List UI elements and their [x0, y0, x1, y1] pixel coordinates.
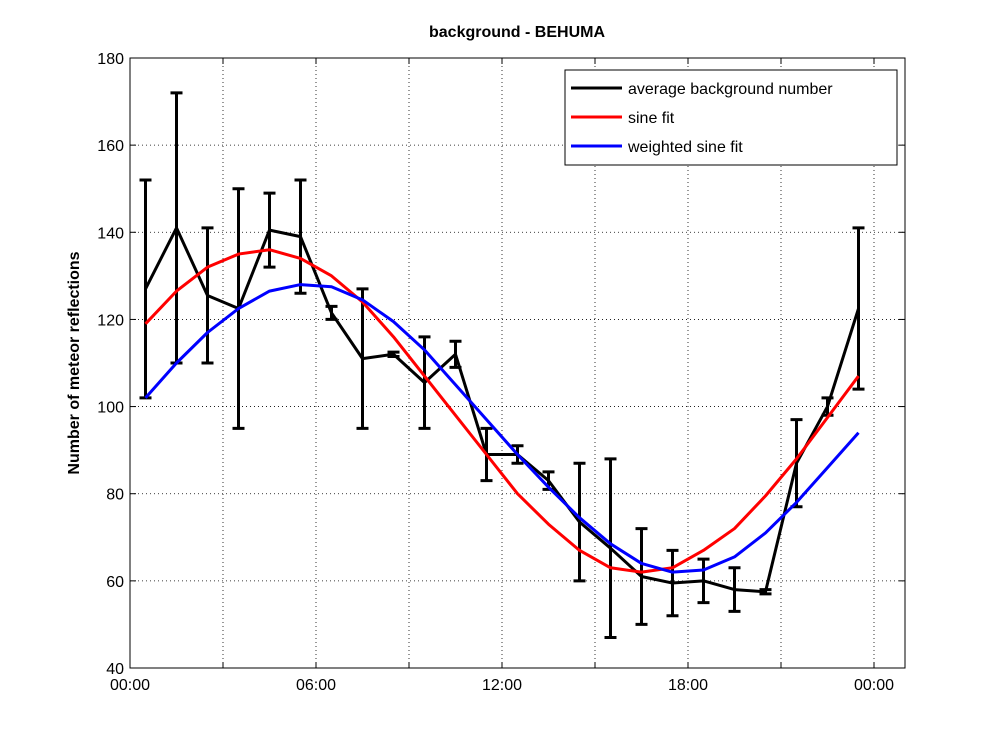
legend-label: average background number [628, 81, 833, 98]
x-tick-label: 12:00 [482, 677, 522, 694]
y-tick-label: 160 [97, 138, 124, 155]
error-bar [139, 178, 152, 400]
y-tick-label: 100 [97, 400, 124, 417]
x-tick-label: 00:00 [854, 677, 894, 694]
plot-frame [129, 57, 906, 669]
series-line [144, 248, 860, 574]
series-line [144, 283, 860, 574]
x-tick-label: 06:00 [296, 677, 336, 694]
x-tick-label: 18:00 [668, 677, 708, 694]
legend-label: sine fit [628, 110, 675, 127]
y-tick-label: 140 [97, 225, 124, 242]
y-tick-label: 120 [97, 312, 124, 329]
y-axis-label: Number of meteor reflections [66, 251, 83, 474]
y-tick-label: 80 [106, 487, 124, 504]
chart-title: background - BEHUMA [429, 24, 605, 41]
y-tick-label: 180 [97, 51, 124, 68]
legend-label: weighted sine fit [627, 139, 743, 156]
y-tick-label: 40 [106, 661, 124, 678]
y-tick-label: 60 [106, 574, 124, 591]
series-line [144, 226, 860, 594]
x-tick-label: 00:00 [110, 677, 150, 694]
